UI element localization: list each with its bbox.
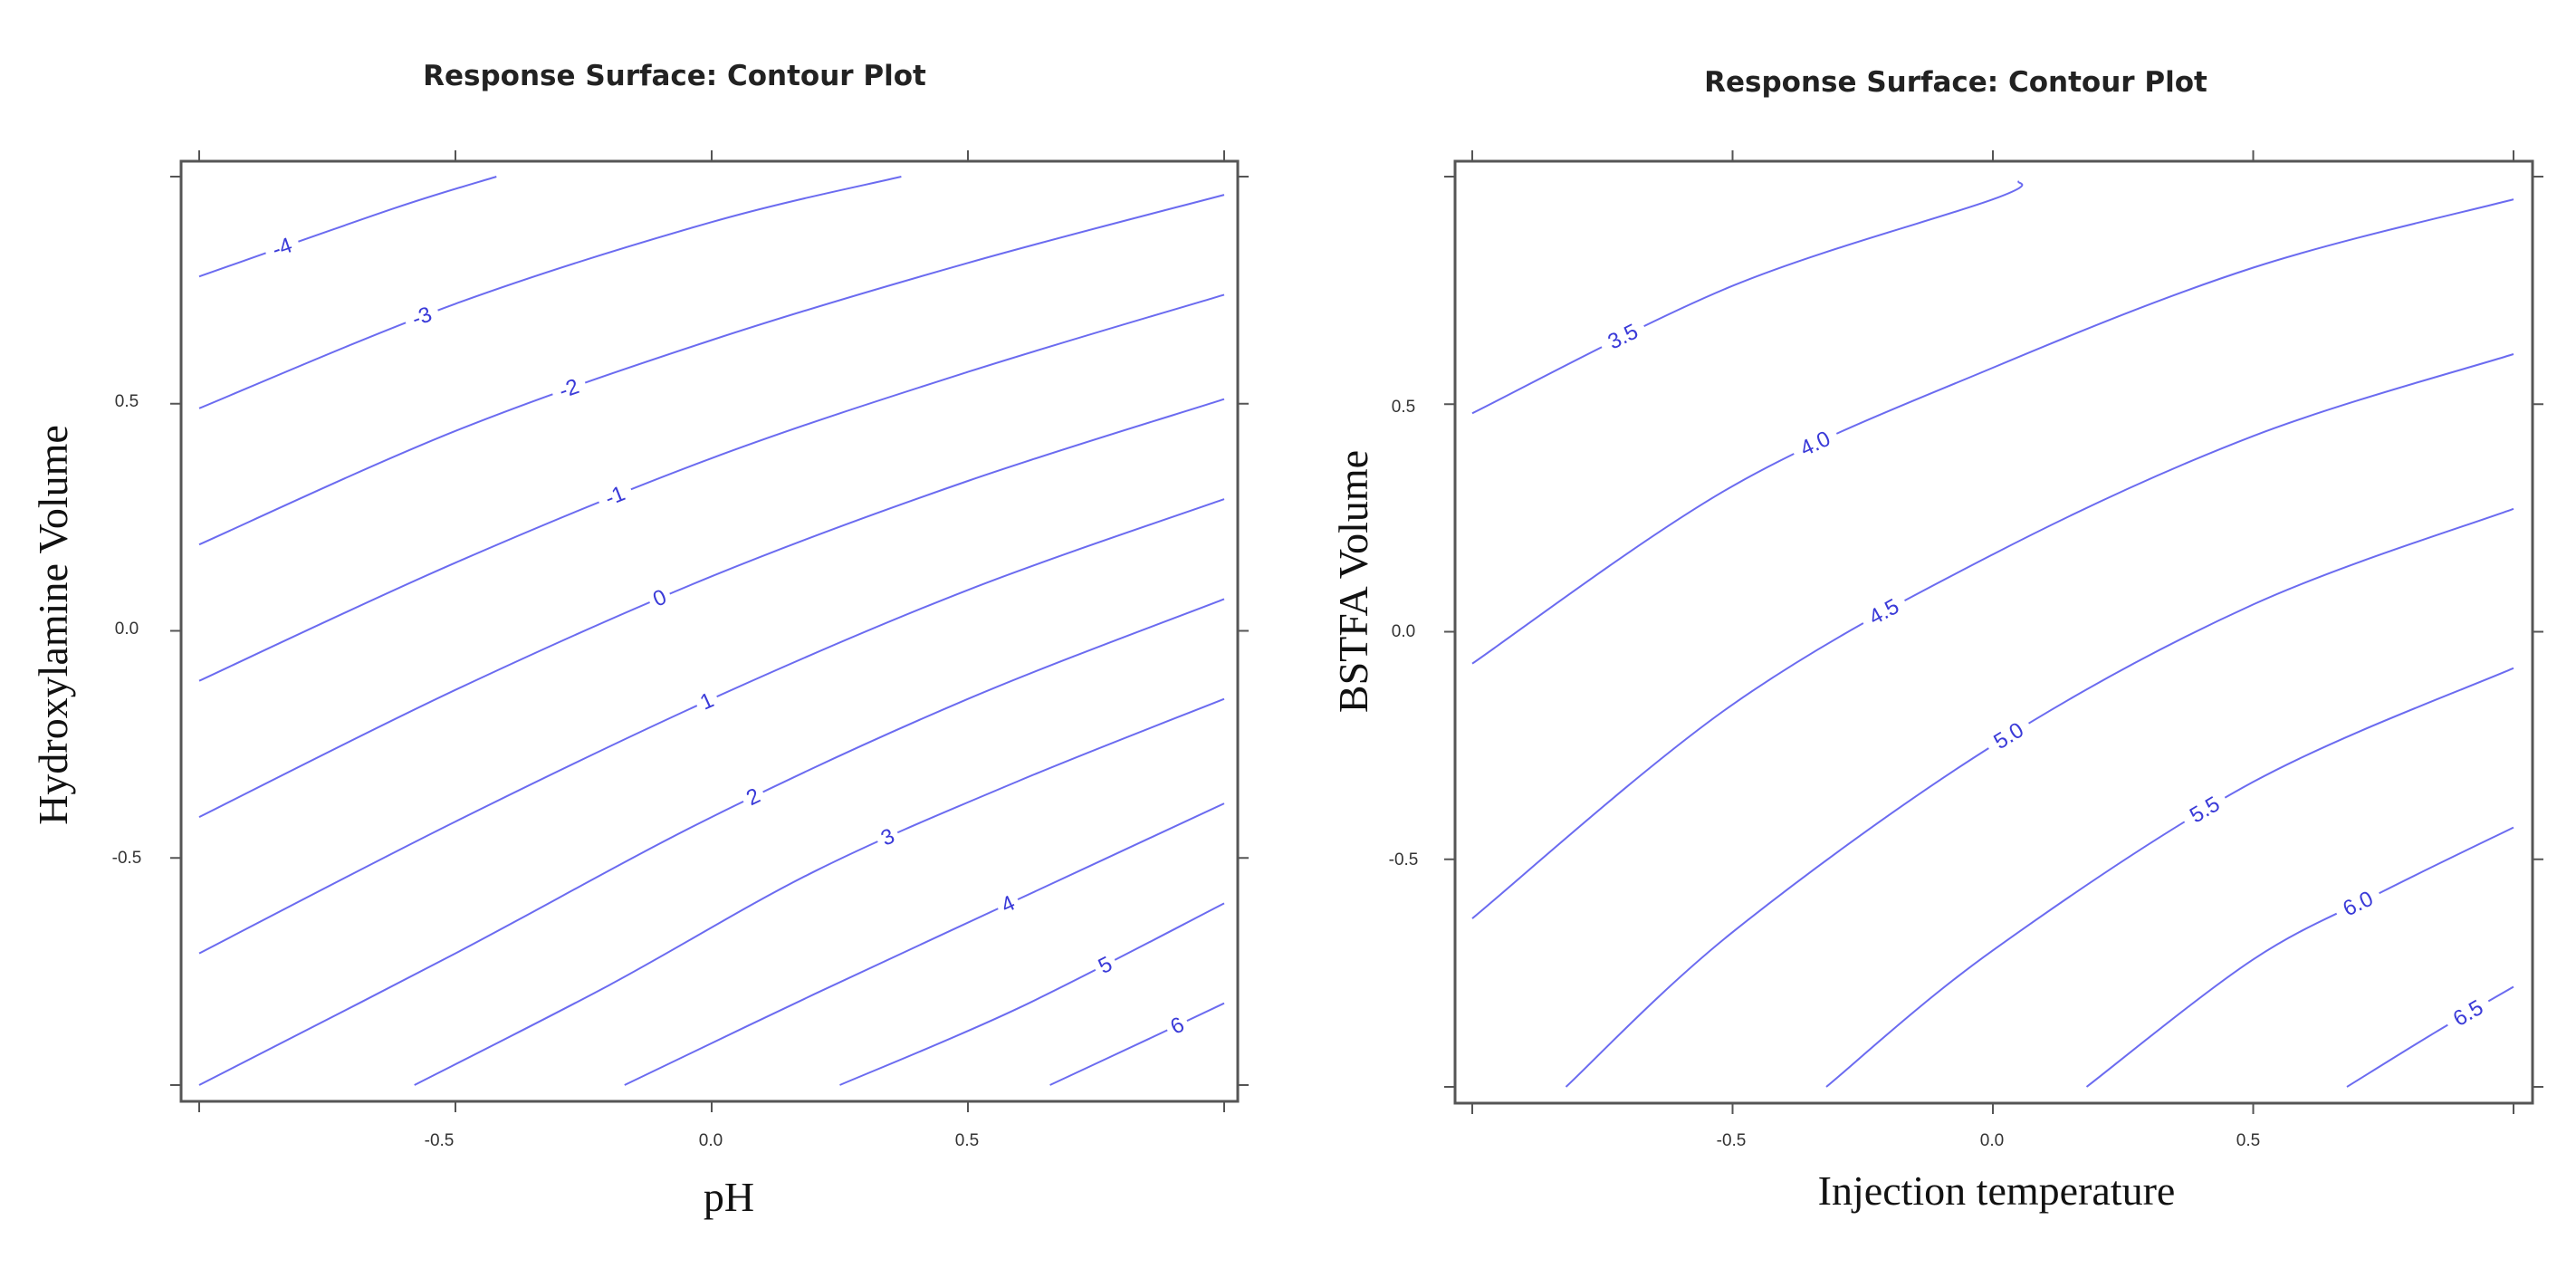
contour-line [2346, 985, 2514, 1088]
chart-title: Response Surface: Contour Plot [423, 60, 926, 92]
axis-ticks [1444, 150, 2543, 1114]
y-tick-label: 0.0 [1392, 622, 1415, 641]
contour-label-background [1857, 590, 1910, 634]
contour-label-background [645, 582, 675, 613]
contour-label-background [1162, 1010, 1192, 1042]
contour-label-background [1089, 949, 1121, 981]
contour-label-background [1596, 315, 1650, 358]
contour-line [198, 176, 497, 278]
contour-label-background [262, 230, 302, 264]
chart-title: Response Surface: Contour Plot [1704, 66, 2207, 99]
contour-line [198, 194, 1225, 546]
contour-line [839, 902, 1225, 1086]
contour-line [1049, 1002, 1225, 1086]
contour-label-background [2441, 991, 2495, 1035]
x-tick-label: -0.5 [425, 1131, 455, 1150]
contour-label-background [549, 371, 589, 406]
contour-line [198, 293, 1225, 682]
contour-label-background [1788, 422, 1842, 465]
x-tick-label: 0.5 [2236, 1131, 2260, 1150]
contour-line [2085, 826, 2514, 1088]
contour-line [414, 697, 1225, 1086]
y-tick-label: -0.5 [1389, 850, 1419, 869]
contour-label-background [2332, 882, 2385, 925]
axis-ticks [170, 150, 1249, 1112]
x-tick-label: 0.0 [1980, 1131, 2004, 1150]
y-tick-label: -0.5 [112, 849, 142, 868]
contour-line [198, 598, 1225, 1086]
contour-chart-right: Response Surface: Contour Plot -0.5 0.0 … [1330, 66, 2543, 1214]
contour-label-background [873, 821, 903, 852]
plot-frame [1453, 159, 2534, 1105]
contour-lines: 3.54.04.55.05.56.06.5 [1471, 180, 2514, 1088]
contour-line [624, 802, 1225, 1086]
contour-label-background [594, 478, 636, 514]
x-tick-label: -0.5 [1717, 1131, 1747, 1150]
y-axis-title: Hydroxylamine Volume [30, 425, 76, 825]
x-axis-title: pH [704, 1174, 754, 1220]
contour-line [1565, 507, 2514, 1088]
contour-line [1471, 198, 2514, 665]
contour-line [1471, 180, 2024, 415]
contour-label-background [992, 889, 1023, 920]
y-axis-title: BSTFA Volume [1330, 450, 1376, 713]
x-tick-label: 0.0 [699, 1131, 723, 1150]
contour-label-background [738, 781, 769, 812]
contour-line [1825, 667, 2514, 1088]
x-tick-label: 0.5 [955, 1131, 979, 1150]
contour-label-background [692, 686, 722, 716]
contour-chart-left: Response Surface: Contour Plot -0.5 0.0 … [30, 60, 1249, 1220]
contour-line [1471, 353, 2514, 919]
y-tick-label: 0.5 [1392, 398, 1415, 417]
y-tick-label: 0.0 [115, 620, 139, 639]
y-tick-label: 0.5 [115, 392, 139, 411]
contour-line [198, 176, 902, 409]
contour-line [198, 398, 1225, 818]
contour-label-background [1982, 713, 2035, 759]
contour-label-background [401, 299, 443, 334]
contour-line [198, 498, 1225, 955]
x-axis-title: Injection temperature [1818, 1167, 2176, 1214]
plot-frame [179, 159, 1240, 1103]
contour-label-background [2178, 787, 2231, 832]
